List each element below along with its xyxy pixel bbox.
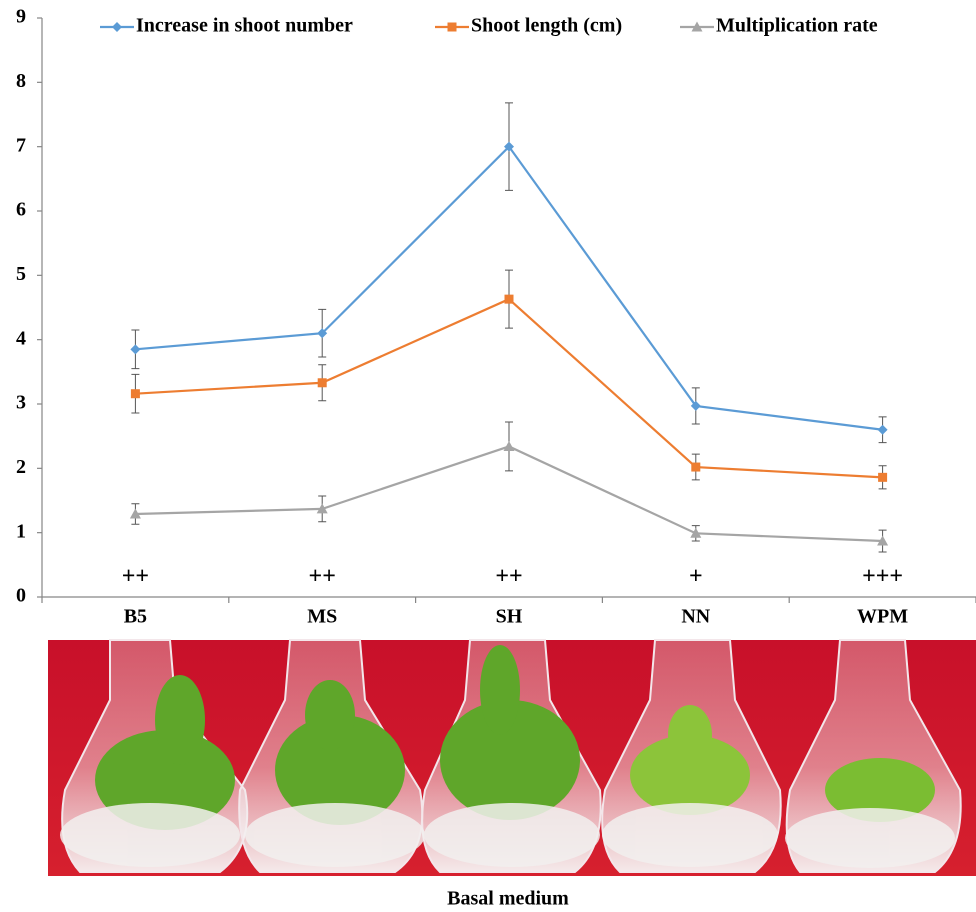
marker xyxy=(130,344,140,354)
marker xyxy=(504,441,515,451)
x-tick-label: MS xyxy=(307,606,337,628)
marker xyxy=(505,295,514,304)
y-tick-label: 8 xyxy=(16,70,26,92)
annotation: ++ xyxy=(495,564,522,590)
y-tick-label: 9 xyxy=(16,6,26,28)
annotation: + xyxy=(689,564,703,590)
x-axis-title: Basal medium xyxy=(447,888,569,910)
y-tick-label: 4 xyxy=(16,327,26,349)
marker xyxy=(131,389,140,398)
legend-marker xyxy=(112,22,122,32)
y-tick-label: 2 xyxy=(16,456,26,478)
chart: Basal medium 0 1 2 3 4 5 6 7 8 9 B5 ++ MS ++ SH ++ NN + WP… xyxy=(0,0,976,912)
annotation: ++ xyxy=(309,564,336,590)
y-tick-label: 3 xyxy=(16,392,26,414)
marker xyxy=(691,463,700,472)
y-tick-label: 1 xyxy=(16,520,26,542)
marker xyxy=(318,378,327,387)
y-tick-label: 0 xyxy=(16,585,26,607)
marker xyxy=(878,425,888,435)
annotation: +++ xyxy=(862,564,903,590)
marker xyxy=(878,473,887,482)
legend-label: Shoot length (cm) xyxy=(471,15,622,37)
x-tick-label: NN xyxy=(681,606,710,628)
x-tick-label: B5 xyxy=(124,606,147,628)
legend-label: Increase in shoot number xyxy=(136,15,353,37)
photo xyxy=(48,640,976,876)
annotation: ++ xyxy=(122,564,149,590)
legend-marker xyxy=(448,23,457,32)
x-tick-label: WPM xyxy=(857,606,908,628)
y-tick-label: 6 xyxy=(16,199,26,221)
series xyxy=(130,422,888,552)
y-tick-label: 5 xyxy=(16,263,26,285)
legend-label: Multiplication rate xyxy=(716,15,878,37)
x-tick-label: SH xyxy=(496,606,523,628)
y-tick-label: 7 xyxy=(16,134,26,156)
